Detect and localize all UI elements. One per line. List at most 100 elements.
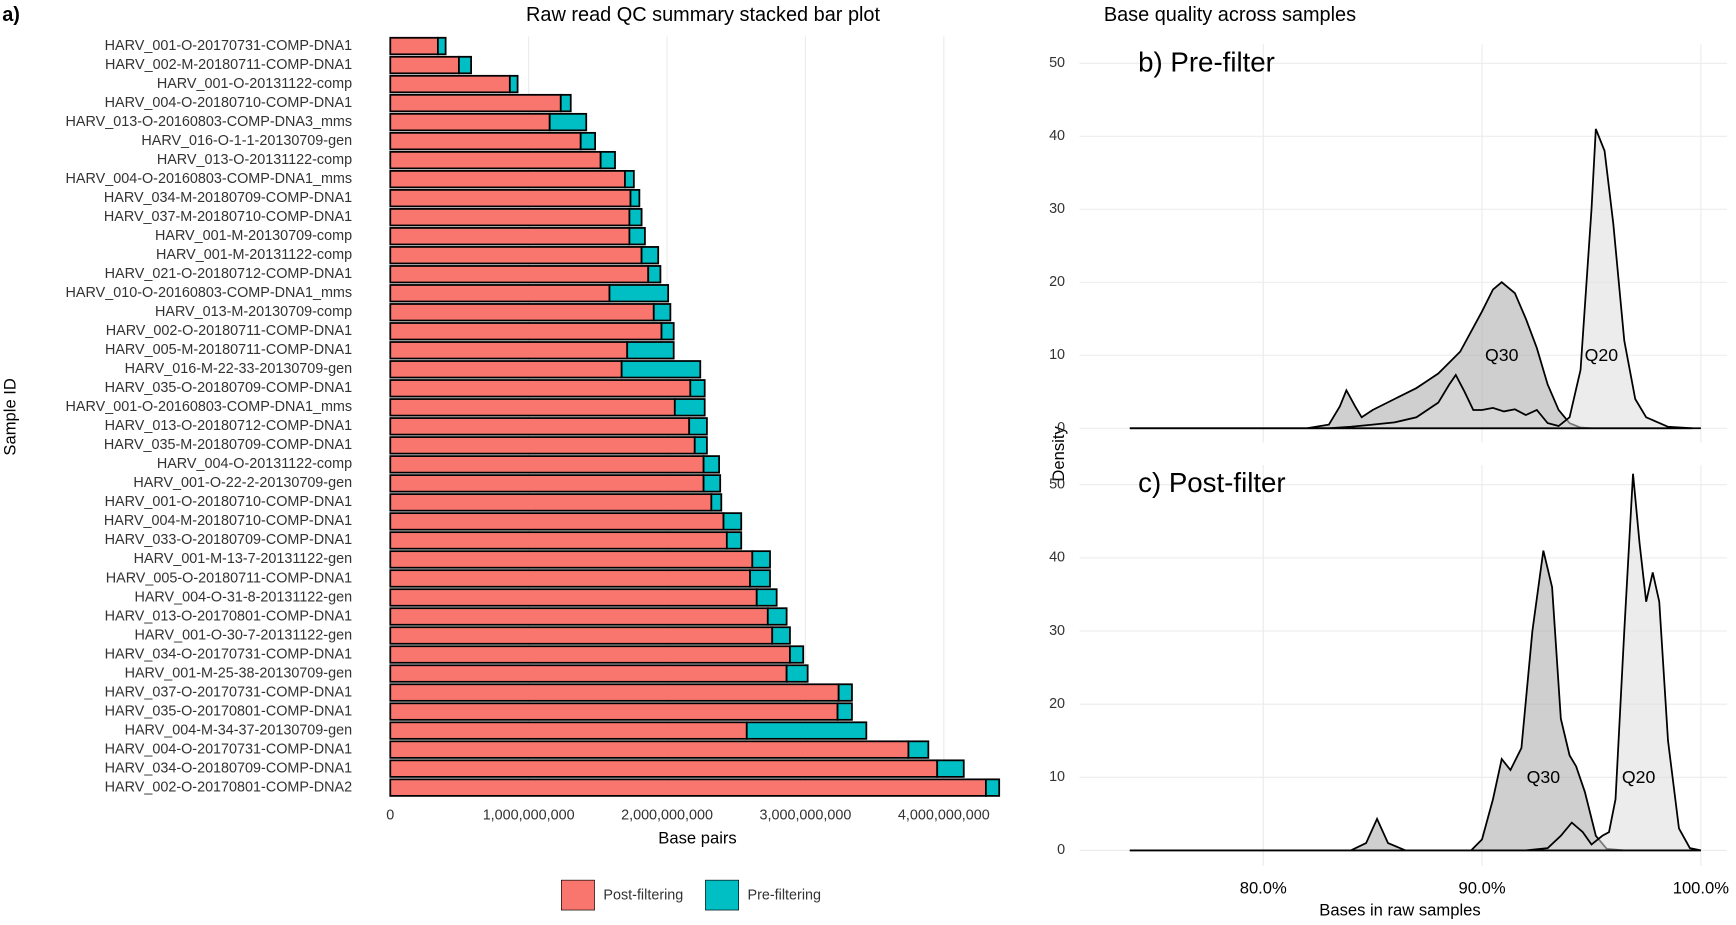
panel-title: b) Pre-filter bbox=[1138, 47, 1275, 78]
y-tick-label: HARV_010-O-20160803-COMP-DNA1_mms bbox=[66, 285, 353, 301]
y-tick-label: HARV_001-M-20130709-comp bbox=[155, 228, 352, 244]
bar-segment bbox=[436, 36, 447, 56]
y-tick-label: HARV_033-O-20180709-COMP-DNA1 bbox=[105, 532, 352, 548]
y-tick-label: HARV_013-M-20130709-comp bbox=[155, 304, 352, 320]
bar-segment bbox=[559, 93, 572, 113]
bar-segment bbox=[579, 131, 596, 151]
bar-segment bbox=[389, 284, 611, 303]
bar-segment bbox=[785, 664, 809, 683]
bar-segment bbox=[620, 360, 702, 379]
y-axis-title: Density bbox=[1049, 426, 1068, 482]
bar-segment bbox=[389, 512, 725, 531]
bar-segment bbox=[749, 569, 771, 588]
bar-segment bbox=[389, 740, 910, 759]
bar-segment bbox=[745, 721, 868, 740]
bar-segment bbox=[389, 607, 769, 626]
chart-title: Raw read QC summary stacked bar plot bbox=[526, 4, 880, 26]
y-axis-title: Sample ID bbox=[0, 378, 19, 455]
y-tick-label: 0 bbox=[1057, 842, 1065, 858]
bar-segment bbox=[766, 607, 788, 626]
bar-segment bbox=[389, 227, 631, 246]
y-tick-label: HARV_004-M-20180710-COMP-DNA1 bbox=[104, 513, 352, 529]
bar-segment bbox=[389, 759, 939, 778]
y-tick-label: HARV_013-O-20170801-COMP-DNA1 bbox=[105, 608, 352, 624]
bar-segment bbox=[389, 74, 511, 94]
bar-segment bbox=[548, 112, 588, 132]
y-tick-label: HARV_002-O-20170801-COMP-DNA2 bbox=[105, 779, 352, 795]
bar-segment bbox=[702, 455, 720, 474]
y-tick-label: HARV_013-O-20131122-comp bbox=[157, 152, 352, 168]
density-area bbox=[1129, 128, 1693, 430]
bar-segment bbox=[836, 702, 853, 721]
y-tick-label: HARV_002-M-20180711-COMP-DNA1 bbox=[105, 57, 352, 73]
bar-segment bbox=[789, 645, 805, 664]
bar-segment bbox=[389, 55, 460, 75]
bar-segment bbox=[629, 189, 641, 208]
bar-segment bbox=[508, 74, 519, 94]
y-tick-label: HARV_037-M-20180710-COMP-DNA1 bbox=[104, 209, 352, 225]
x-tick-label: 4,000,000,000 bbox=[898, 808, 990, 824]
legend-label: Post-filtering bbox=[603, 887, 683, 903]
y-tick-label: HARV_004-O-20170731-COMP-DNA1 bbox=[105, 741, 352, 757]
bar-segment bbox=[389, 189, 632, 208]
panel-label: a) bbox=[2, 4, 20, 26]
y-tick-label: HARV_035-O-20170801-COMP-DNA1 bbox=[105, 703, 352, 719]
x-axis-title: Base pairs bbox=[658, 829, 736, 848]
y-tick-label: HARV_001-O-22-2-20130709-gen bbox=[133, 475, 352, 491]
bar-segment bbox=[389, 702, 839, 721]
y-tick-label: HARV_004-M-34-37-20130709-gen bbox=[125, 722, 353, 738]
right-title: Base quality across samples bbox=[1104, 4, 1356, 26]
bar-segment bbox=[389, 303, 655, 322]
bar-segment bbox=[389, 150, 602, 170]
bar-segment bbox=[389, 398, 676, 417]
bar-segment bbox=[640, 246, 660, 265]
y-tick-label: HARV_016-O-1-1-20130709-gen bbox=[141, 133, 352, 149]
bar-segment bbox=[389, 645, 791, 664]
bar-segment bbox=[837, 683, 853, 702]
x-tick-label: 90.0% bbox=[1459, 878, 1506, 897]
y-tick-label: HARV_001-M-13-7-20131122-gen bbox=[134, 551, 352, 567]
bar-segment bbox=[710, 493, 723, 512]
bar-segment bbox=[389, 474, 705, 493]
y-tick-label: 50 bbox=[1049, 477, 1065, 493]
bar-segment bbox=[626, 341, 675, 360]
bar-segment bbox=[647, 265, 662, 284]
y-tick-label: 20 bbox=[1049, 274, 1065, 290]
bar-segment bbox=[389, 93, 562, 113]
bar-segment bbox=[985, 778, 1001, 797]
bar-segment bbox=[389, 208, 631, 227]
x-tick-label: 1,000,000,000 bbox=[483, 808, 575, 824]
y-tick-label: HARV_037-O-20170731-COMP-DNA1 bbox=[105, 684, 352, 700]
series-label: Q30 bbox=[1485, 345, 1519, 365]
y-tick-label: 40 bbox=[1049, 550, 1065, 566]
y-tick-label: HARV_002-O-20180711-COMP-DNA1 bbox=[106, 323, 352, 339]
bar-segment bbox=[389, 265, 650, 284]
y-tick-label: HARV_004-O-31-8-20131122-gen bbox=[134, 589, 352, 605]
bar-segment bbox=[389, 436, 696, 455]
y-tick-label: HARV_034-M-20180709-COMP-DNA1 bbox=[104, 190, 352, 206]
density-area bbox=[1129, 473, 1702, 852]
y-tick-label: HARV_004-O-20131122-comp bbox=[157, 456, 352, 472]
bar-segment bbox=[755, 588, 778, 607]
y-tick-label: HARV_001-O-20180710-COMP-DNA1 bbox=[105, 494, 352, 510]
series-label: Q20 bbox=[1585, 345, 1619, 365]
bar-segment bbox=[389, 550, 754, 569]
bar-segment bbox=[389, 246, 643, 265]
bar-segment bbox=[673, 398, 706, 417]
bar-segment bbox=[389, 721, 748, 740]
bar-segment bbox=[722, 512, 743, 531]
bar-segment bbox=[389, 455, 705, 474]
bar-segment bbox=[599, 150, 616, 170]
x-axis-title: Bases in raw samples bbox=[1319, 901, 1480, 920]
y-tick-label: HARV_013-O-20180712-COMP-DNA1 bbox=[105, 418, 352, 434]
y-tick-label: HARV_001-M-25-38-20130709-gen bbox=[125, 665, 353, 681]
y-tick-label: HARV_013-O-20160803-COMP-DNA3_mms bbox=[66, 114, 353, 130]
x-tick-label: 2,000,000,000 bbox=[621, 808, 713, 824]
bar-segment bbox=[389, 664, 788, 683]
bar-segment bbox=[389, 379, 692, 398]
bar-segment bbox=[628, 227, 646, 246]
bar-segment bbox=[389, 588, 758, 607]
bar-segment bbox=[389, 112, 551, 132]
x-tick-label: 3,000,000,000 bbox=[759, 808, 851, 824]
y-tick-label: HARV_001-O-20131122-comp bbox=[157, 76, 352, 92]
